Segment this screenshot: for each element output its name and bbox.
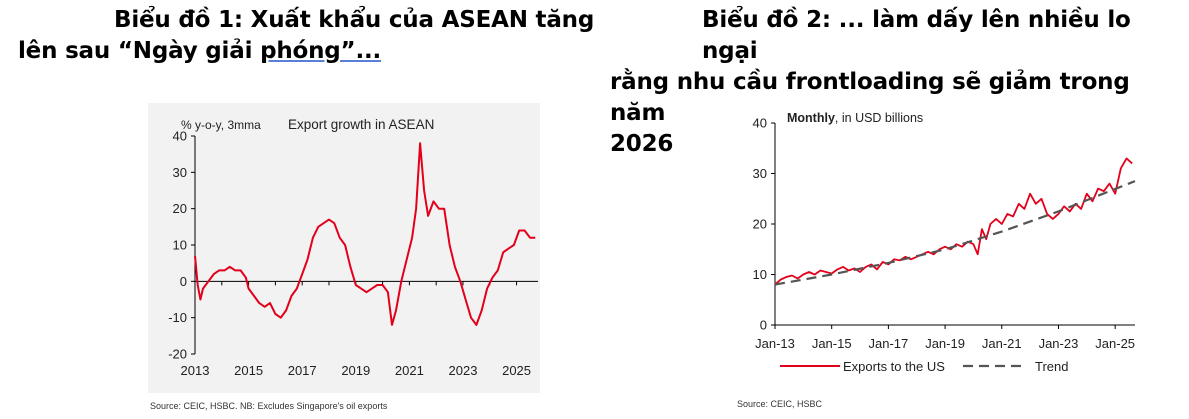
chart2-heading-line2: rằng nhu cầu frontloading sẽ giảm trong … <box>610 69 1130 126</box>
chart1-title: Export growth in ASEAN <box>288 117 434 132</box>
chart1-series-line <box>194 142 536 326</box>
chart1-x-tick-label: 2015 <box>234 363 263 378</box>
legend-label-trend: Trend <box>1035 359 1068 374</box>
chart2-y-tick-label: 0 <box>760 318 767 333</box>
chart2-x-tick-label: Jan-17 <box>869 336 909 351</box>
chart2-legend: Exports to the US Trend <box>780 359 1068 374</box>
chart2-exports-line <box>774 157 1133 286</box>
chart1-y-tick-label: 40 <box>173 129 187 144</box>
chart1-y-tick-label: 20 <box>173 201 187 216</box>
chart2-y-tick-label: 20 <box>753 217 767 232</box>
chart2-x-tick-label: Jan-19 <box>925 336 965 351</box>
chart1-x-tick-label: 2021 <box>395 363 424 378</box>
chart1-heading-line1: Biểu đồ 1: Xuất khẩu của ASEAN tăng <box>114 7 595 33</box>
chart2-source: Source: CEIC, HSBC <box>737 399 823 409</box>
chart1-y-tick-label: 30 <box>173 165 187 180</box>
chart2-x-tick-label: Jan-23 <box>1039 336 1079 351</box>
legend-label-exports: Exports to the US <box>843 359 945 374</box>
exports-to-us-chart: Monthly, in USD billions 40 30 20 10 0 Jan-1… <box>735 103 1140 393</box>
chart2-heading-line3: 2026 <box>610 131 674 157</box>
chart2-x-tick-label: Jan-25 <box>1095 336 1135 351</box>
chart2-trend-line <box>774 180 1136 286</box>
chart1-svg: % y-o-y, 3mma Export growth in ASEAN 40 3… <box>168 117 538 378</box>
chart1-x-tick-label: 2017 <box>288 363 317 378</box>
chart2-y-tick-label: 10 <box>753 267 767 282</box>
chart2-x-tick-label: Jan-15 <box>812 336 852 351</box>
chart1-y-tick-label: 0 <box>180 274 187 289</box>
chart1-unit-label: % y-o-y, 3mma <box>181 118 261 132</box>
chart1-heading: Biểu đồ 1: Xuất khẩu của ASEAN tăng lên … <box>18 5 598 67</box>
chart1-y-tick-label: -20 <box>168 347 187 362</box>
chart2-heading-line1: Biểu đồ 2: ... làm dấy lên nhiều lo ngại <box>702 7 1131 64</box>
chart1-heading-line2-text: lên sau “Ngày giải <box>18 38 261 64</box>
chart1-x-tick-label: 2013 <box>181 363 210 378</box>
chart2-x-tick-label: Jan-13 <box>755 336 795 351</box>
chart1-x-tick-label: 2025 <box>502 363 531 378</box>
asean-export-growth-chart: % y-o-y, 3mma Export growth in ASEAN 40 3… <box>148 103 540 393</box>
chart1-y-tick-label: 10 <box>173 238 187 253</box>
chart1-y-tick-label: -10 <box>168 310 187 325</box>
chart2-y-tick-label: 30 <box>753 166 767 181</box>
spellcheck-underlined-word: phóng”... <box>260 38 382 64</box>
chart1-heading-line2: lên sau “Ngày giải phóng”... <box>18 38 381 64</box>
chart2-y-tick-label: 40 <box>753 116 767 131</box>
chart2-x-tick-label: Jan-21 <box>982 336 1022 351</box>
chart1-x-tick-label: 2019 <box>341 363 370 378</box>
chart2-title-group: Monthly, in USD billions <box>787 111 923 125</box>
chart2-heading: Biểu đồ 2: ... làm dấy lên nhiều lo ngại… <box>610 5 1185 160</box>
chart1-x-tick-label: 2023 <box>449 363 478 378</box>
chart2-svg: Monthly, in USD billions 40 30 20 10 0 Jan-1… <box>753 111 1136 374</box>
chart2-title-suffix: , in USD billions <box>835 111 923 125</box>
chart2-title: Monthly <box>787 111 835 125</box>
chart1-source: Source: CEIC, HSBC. NB: Excludes Singapo… <box>150 401 388 411</box>
